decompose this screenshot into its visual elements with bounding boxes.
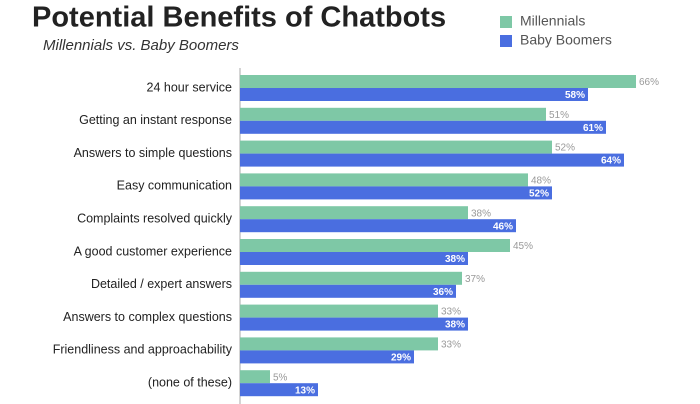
legend-swatch [500, 16, 512, 28]
category-label: (none of these) [148, 375, 232, 389]
value-label: 66% [639, 77, 659, 88]
category-label: Friendliness and approachability [53, 343, 233, 357]
category-label: 24 hour service [147, 80, 233, 94]
value-label: 33% [441, 307, 461, 318]
bar [240, 186, 552, 200]
bar [240, 239, 510, 252]
value-label: 13% [295, 385, 315, 396]
chart-title: Potential Benefits of Chatbots [32, 2, 446, 34]
value-label: 64% [601, 156, 621, 167]
value-label: 37% [465, 274, 485, 285]
bar [240, 173, 528, 187]
value-label: 48% [531, 176, 551, 187]
bar [240, 350, 414, 364]
value-label: 38% [445, 320, 465, 331]
category-label: Complaints resolved quickly [77, 211, 233, 225]
legend-label: Millennials [520, 13, 585, 29]
value-label: 5% [273, 372, 288, 383]
value-label: 33% [441, 340, 461, 351]
bar [240, 252, 468, 265]
bar [240, 140, 552, 154]
value-label: 38% [471, 208, 491, 219]
value-label: 51% [549, 110, 569, 121]
category-label: Detailed / expert answers [91, 277, 232, 291]
bar [240, 219, 516, 233]
category-label: A good customer experience [74, 244, 232, 258]
value-label: 45% [513, 241, 533, 252]
chart-subtitle: Millennials vs. Baby Boomers [43, 37, 239, 54]
bar [240, 153, 624, 167]
bar [240, 107, 546, 121]
legend-swatch [500, 35, 512, 47]
bar [240, 206, 468, 220]
value-label: 46% [493, 221, 513, 232]
value-label: 29% [391, 353, 411, 364]
category-label: Answers to complex questions [63, 310, 232, 324]
value-label: 36% [433, 287, 453, 298]
legend-label: Baby Boomers [520, 32, 612, 48]
value-label: 52% [555, 143, 575, 154]
bar [240, 284, 456, 298]
bar [240, 271, 462, 285]
bar [240, 88, 588, 101]
value-label: 61% [583, 123, 603, 134]
bar [240, 383, 318, 397]
bar [240, 304, 438, 318]
value-label: 52% [529, 189, 549, 200]
value-label: 58% [565, 90, 585, 101]
bar [240, 370, 270, 384]
bar [240, 120, 606, 134]
value-label: 38% [445, 254, 465, 265]
bar [240, 337, 438, 351]
category-label: Easy communication [117, 179, 232, 193]
category-label: Getting an instant response [79, 113, 232, 127]
category-label: Answers to simple questions [74, 146, 232, 160]
bar [240, 75, 636, 88]
bar [240, 317, 468, 331]
